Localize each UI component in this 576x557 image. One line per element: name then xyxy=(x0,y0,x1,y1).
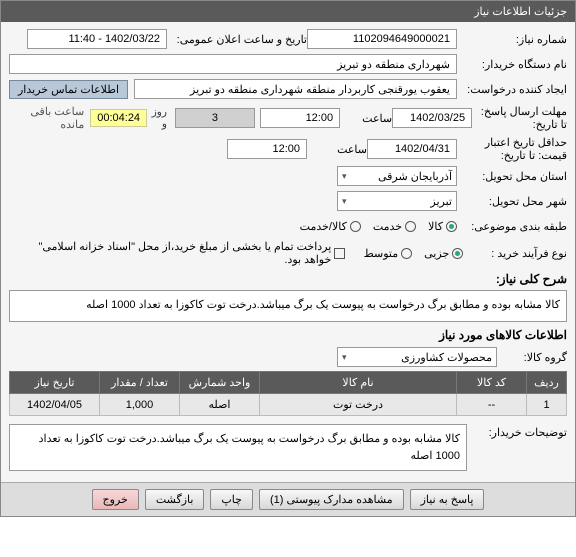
validity-date: 1402/04/31 xyxy=(367,139,457,159)
radio-goods-service-label: کالا/خدمت xyxy=(300,220,347,233)
process-label: نوع فرآیند خرید : xyxy=(463,247,567,260)
contact-info-button[interactable]: اطلاعات تماس خریدار xyxy=(9,80,128,99)
row-category: طبقه بندی موضوعی: کالا خدمت کالا/خدمت xyxy=(9,215,567,237)
attachments-button[interactable]: مشاهده مدارک پیوستی (1) xyxy=(259,489,404,510)
row-city: شهر محل تحویل: تبریز xyxy=(9,190,567,212)
days-remaining: 3 xyxy=(175,108,255,128)
radio-service[interactable]: خدمت xyxy=(373,220,416,233)
category-radio-group: کالا خدمت کالا/خدمت xyxy=(300,220,457,233)
buyer-note-text: کالا مشابه بوده و مطابق برگ درخواست به پ… xyxy=(9,424,467,471)
validity-label: حداقل تاریخ اعتبار قیمت: تا تاریخ: xyxy=(457,136,567,162)
group-label: گروه کالا: xyxy=(497,351,567,364)
cell-qty: 1,000 xyxy=(100,394,180,416)
time-label-2: ساعت xyxy=(307,143,367,156)
table-header-row: ردیف کد کالا نام کالا واحد شمارش تعداد /… xyxy=(10,372,567,394)
timer-suffix: ساعت باقی مانده xyxy=(9,103,90,133)
treasury-check[interactable]: پرداخت تمام یا بخشی از مبلغ خرید،از محل … xyxy=(9,240,345,266)
deadline-date: 1402/03/25 xyxy=(392,108,472,128)
row-process: نوع فرآیند خرید : جزیی متوسط پرداخت تمام… xyxy=(9,240,567,266)
th-qty: تعداد / مقدار xyxy=(100,372,180,394)
respond-button[interactable]: پاسخ به نیاز xyxy=(410,489,485,510)
items-header: اطلاعات کالاهای مورد نیاز xyxy=(9,328,567,342)
th-name: نام کالا xyxy=(260,372,457,394)
creator-label: ایجاد کننده درخواست: xyxy=(457,83,567,96)
buyer-label: نام دستگاه خریدار: xyxy=(457,58,567,71)
row-buyer: نام دستگاه خریدار: شهرداری منطقه دو تبری… xyxy=(9,53,567,75)
buyer-value: شهرداری منطقه دو تبریز xyxy=(9,54,457,74)
days-and-label: روز و xyxy=(147,106,167,130)
row-validity: حداقل تاریخ اعتبار قیمت: تا تاریخ: 1402/… xyxy=(9,136,567,162)
radio-goods-label: کالا xyxy=(428,220,443,233)
group-select[interactable]: محصولات کشاورزی xyxy=(337,347,497,367)
radio-dot-icon xyxy=(401,248,412,259)
province-select[interactable]: آذربایجان شرقی xyxy=(337,166,457,186)
validity-time: 12:00 xyxy=(227,139,307,159)
creator-value: یعقوب یورقنجی کاربردار منطقه شهرداری منط… xyxy=(134,79,457,99)
exit-button[interactable]: خروج xyxy=(92,489,139,510)
row-group: گروه کالا: محصولات کشاورزی xyxy=(9,346,567,368)
summary-label: شرح کلی نیاز: xyxy=(9,272,567,286)
panel-title: جزئیات اطلاعات نیاز xyxy=(1,1,575,22)
radio-dot-icon xyxy=(452,248,463,259)
summary-text: کالا مشابه بوده و مطابق برگ درخواست به پ… xyxy=(9,290,567,322)
cell-date: 1402/04/05 xyxy=(10,394,100,416)
row-province: استان محل تحویل: آذربایجان شرقی xyxy=(9,165,567,187)
pub-datetime-value: 1402/03/22 - 11:40 xyxy=(27,29,167,49)
th-row: ردیف xyxy=(527,372,567,394)
print-button[interactable]: چاپ xyxy=(210,489,253,510)
category-label: طبقه بندی موضوعی: xyxy=(457,220,567,233)
city-label: شهر محل تحویل: xyxy=(457,195,567,208)
th-unit: واحد شمارش xyxy=(180,372,260,394)
radio-medium[interactable]: متوسط xyxy=(364,247,413,260)
province-label: استان محل تحویل: xyxy=(457,170,567,183)
radio-dot-icon xyxy=(446,221,457,232)
form-area: شماره نیاز: 1102094649000021 تاریخ و ساع… xyxy=(1,22,575,482)
cell-unit: اصله xyxy=(180,394,260,416)
cell-code: -- xyxy=(457,394,527,416)
pub-datetime-label: تاریخ و ساعت اعلان عمومی: xyxy=(167,33,307,46)
th-code: کد کالا xyxy=(457,372,527,394)
req-no-value: 1102094649000021 xyxy=(307,29,457,49)
treasury-check-label: پرداخت تمام یا بخشی از مبلغ خرید،از محل … xyxy=(9,240,331,266)
checkbox-icon xyxy=(334,248,344,259)
radio-medium-label: متوسط xyxy=(364,247,399,260)
cell-row: 1 xyxy=(527,394,567,416)
radio-dot-icon xyxy=(405,221,416,232)
row-creator: ایجاد کننده درخواست: یعقوب یورقنجی کاربر… xyxy=(9,78,567,100)
back-button[interactable]: بازگشت xyxy=(145,489,205,510)
deadline-time: 12:00 xyxy=(260,108,340,128)
row-deadline: مهلت ارسال پاسخ: تا تاریخ: 1402/03/25 سا… xyxy=(9,103,567,133)
radio-goods-service[interactable]: کالا/خدمت xyxy=(300,220,361,233)
items-table: ردیف کد کالا نام کالا واحد شمارش تعداد /… xyxy=(9,371,567,416)
radio-service-label: خدمت xyxy=(373,220,402,233)
buyer-note-label: توضیحات خریدار: xyxy=(467,422,567,439)
details-panel: جزئیات اطلاعات نیاز شماره نیاز: 11020946… xyxy=(0,0,576,517)
row-req-no: شماره نیاز: 1102094649000021 تاریخ و ساع… xyxy=(9,28,567,50)
row-buyer-note: توضیحات خریدار: کالا مشابه بوده و مطابق … xyxy=(9,422,567,473)
radio-minor-label: جزیی xyxy=(424,247,449,260)
process-radio-group: جزیی متوسط xyxy=(364,247,464,260)
deadline-label: مهلت ارسال پاسخ: تا تاریخ: xyxy=(472,105,567,131)
city-select[interactable]: تبریز xyxy=(337,191,457,211)
cell-name: درخت توت xyxy=(260,394,457,416)
req-no-label: شماره نیاز: xyxy=(457,33,567,46)
radio-dot-icon xyxy=(350,221,361,232)
time-label-1: ساعت xyxy=(340,112,392,125)
footer-bar: پاسخ به نیاز مشاهده مدارک پیوستی (1) چاپ… xyxy=(1,482,575,516)
th-date: تاریخ نیاز xyxy=(10,372,100,394)
countdown-timer: 00:04:24 xyxy=(90,109,147,127)
table-row[interactable]: 1 -- درخت توت اصله 1,000 1402/04/05 xyxy=(10,394,567,416)
radio-goods[interactable]: کالا xyxy=(428,220,457,233)
radio-minor[interactable]: جزیی xyxy=(424,247,463,260)
